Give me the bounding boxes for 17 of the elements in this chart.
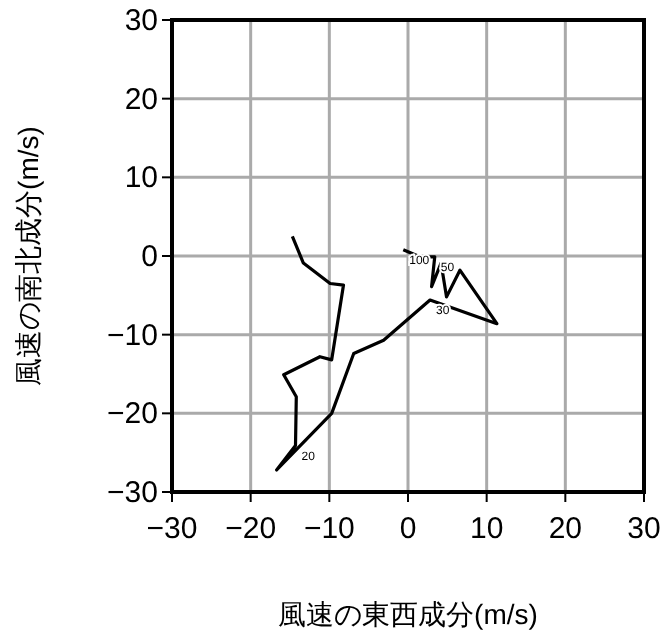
y-tick-label: 30 [124, 4, 158, 38]
x-tick-label: 20 [548, 512, 583, 546]
line-series [275, 234, 499, 472]
y-tick-label: 0 [141, 240, 158, 274]
x-tick-label: 30 [627, 512, 661, 546]
x-tick-label: −20 [225, 512, 277, 546]
y-tick-label: −10 [107, 318, 158, 353]
x-tick-label: 0 [399, 512, 417, 546]
x-tick-label: −10 [303, 512, 355, 546]
y-tick-label: 20 [124, 82, 158, 117]
x-tick-label: 10 [469, 512, 504, 546]
y-tick-label: −20 [107, 397, 158, 432]
x-axis-title: 風速の東西成分(m/s) [278, 598, 538, 630]
y-axis-title: 風速の南北成分(m/s) [12, 126, 44, 386]
y-tick-label: 10 [124, 161, 158, 196]
y-tick-label: −30 [107, 476, 158, 510]
x-tick-label: −30 [146, 512, 198, 546]
